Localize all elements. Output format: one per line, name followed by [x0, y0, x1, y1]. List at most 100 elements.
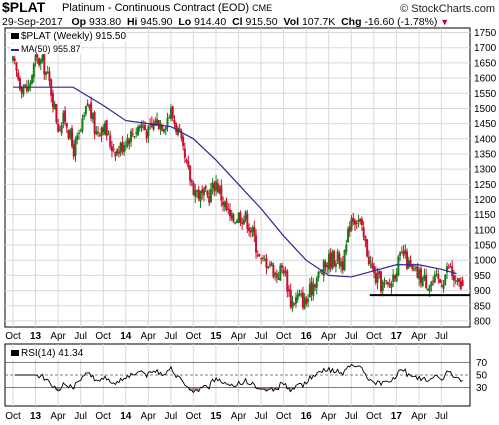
price-x-tick-label: Oct: [186, 331, 202, 342]
weekly-candle: [93, 110, 96, 140]
weekly-candle: [180, 128, 183, 142]
candle-body: [371, 263, 374, 269]
weekly-candle: [314, 283, 317, 292]
candle-body: [18, 78, 21, 90]
weekly-candle: [288, 285, 291, 297]
candle-body: [76, 135, 79, 141]
candle-body: [380, 271, 383, 292]
weekly-candle: [385, 280, 388, 285]
weekly-candle: [135, 127, 138, 138]
weekly-candle: [27, 79, 30, 93]
weekly-candle: [360, 216, 363, 231]
weekly-candle: [282, 266, 285, 277]
candle-body: [24, 84, 27, 88]
candle-body: [46, 72, 49, 74]
candle-body: [362, 227, 365, 237]
candle-body: [416, 266, 419, 278]
candle-body: [150, 122, 153, 127]
low-value: 914.40: [194, 16, 227, 28]
candle-body: [102, 127, 105, 132]
weekly-candle: [164, 125, 167, 136]
weekly-candle: [366, 239, 369, 258]
candle-body: [60, 124, 63, 134]
weekly-candle: [416, 263, 419, 279]
candle-body: [367, 256, 370, 265]
candle-body: [350, 217, 353, 231]
weekly-candle: [307, 293, 310, 308]
weekly-candle: [430, 280, 433, 292]
candle-body: [183, 148, 186, 158]
price-y-tick-label: 1300: [474, 165, 497, 176]
weekly-candle: [397, 254, 400, 277]
candle-body: [442, 284, 445, 289]
weekly-candle: [419, 264, 422, 288]
weekly-candle: [18, 76, 21, 92]
candle-body: [364, 236, 367, 242]
weekly-candle: [128, 137, 131, 150]
weekly-candle: [411, 264, 414, 272]
candle-body: [223, 202, 226, 208]
rsi-x-tick-label: 15: [210, 411, 222, 422]
candle-body: [426, 288, 429, 291]
candle-body: [425, 275, 428, 289]
weekly-candle: [213, 180, 216, 197]
weekly-candle: [414, 265, 417, 272]
weekly-candle: [253, 220, 256, 243]
weekly-candle: [83, 112, 86, 120]
weekly-candle: [31, 74, 34, 85]
weekly-candle: [136, 124, 139, 136]
rsi-oversold-fill: [254, 387, 257, 389]
weekly-candle: [322, 258, 325, 282]
weekly-candle: [442, 279, 445, 293]
candle-body: [433, 274, 436, 283]
ma-legend-swatch: [11, 48, 19, 51]
price-y-tick-label: 1450: [474, 119, 497, 130]
weekly-candle: [362, 221, 365, 241]
weekly-candle: [142, 120, 145, 131]
price-y-tick-label: 900: [474, 286, 491, 297]
weekly-candle: [461, 276, 464, 287]
rsi-oversold-fill: [190, 387, 192, 391]
weekly-candle: [223, 200, 226, 212]
candle-body: [62, 112, 65, 124]
rsi-oversold-fill: [268, 387, 270, 390]
rsi-x-tick-label: Apr: [321, 411, 337, 422]
weekly-candle: [320, 269, 323, 275]
price-x-tick-label: 14: [120, 331, 132, 342]
price-y-tick-label: 1150: [474, 210, 496, 221]
candle-body: [84, 105, 87, 115]
weekly-candle: [294, 292, 297, 309]
candle-body: [334, 263, 337, 267]
weekly-candle: [404, 244, 407, 259]
rsi-oversold-fill: [292, 387, 295, 390]
candle-body: [25, 86, 28, 91]
weekly-candle: [338, 250, 341, 269]
weekly-candle: [123, 141, 126, 156]
candle-body: [374, 272, 377, 283]
price-y-tick-label: 850: [474, 301, 491, 312]
weekly-candle: [197, 185, 200, 202]
weekly-candle: [355, 219, 358, 230]
candle-body: [41, 55, 44, 61]
rsi-x-tick-label: Oct: [366, 411, 382, 422]
candle-body: [175, 122, 178, 133]
rsi-oversold-fill: [262, 387, 265, 390]
weekly-candle: [187, 155, 190, 170]
price-legend-swatch: [11, 33, 19, 39]
weekly-candle: [206, 189, 209, 199]
weekly-candle: [22, 84, 25, 98]
candle-body: [57, 123, 60, 132]
candle-body: [79, 131, 82, 133]
weekly-candle: [364, 235, 367, 248]
candle-body: [263, 259, 266, 261]
price-y-tick-label: 1700: [474, 43, 497, 54]
weekly-candle: [86, 99, 89, 107]
candle-body: [432, 280, 435, 282]
weekly-candle: [81, 114, 84, 134]
candle-body: [140, 124, 143, 128]
weekly-candle: [20, 85, 23, 99]
candle-body: [459, 281, 462, 290]
weekly-candle: [381, 279, 384, 297]
candle-body: [105, 120, 108, 137]
